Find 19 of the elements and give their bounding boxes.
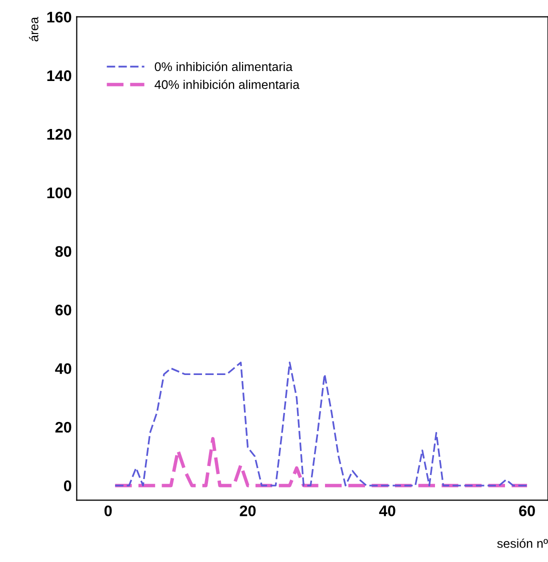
legend-label: 0% inhibición alimentaria <box>154 62 293 72</box>
y-tick-label: 60 <box>55 304 72 316</box>
y-tick-label: 140 <box>47 70 72 82</box>
line-series <box>113 436 529 488</box>
x-tick-label: 60 <box>519 505 535 516</box>
y-tick-label: 20 <box>55 422 72 433</box>
y-tick-label: 120 <box>47 128 72 140</box>
line-series <box>114 362 528 486</box>
y-tick-label: 160 <box>47 12 72 23</box>
x-tick-label: 40 <box>379 505 396 516</box>
y-tick-label: 100 <box>47 187 72 198</box>
x-tick-label: 0 <box>104 505 112 516</box>
x-tick-label: 20 <box>240 505 256 516</box>
y-tick-label: 40 <box>55 363 72 374</box>
y-axis-title: área <box>29 16 38 42</box>
legend-label: 40% inhibición alimentaria <box>154 80 300 90</box>
x-axis-title: sesión nº <box>497 538 548 548</box>
y-tick-label: 80 <box>55 246 72 257</box>
y-tick-label: 0 <box>64 480 72 492</box>
